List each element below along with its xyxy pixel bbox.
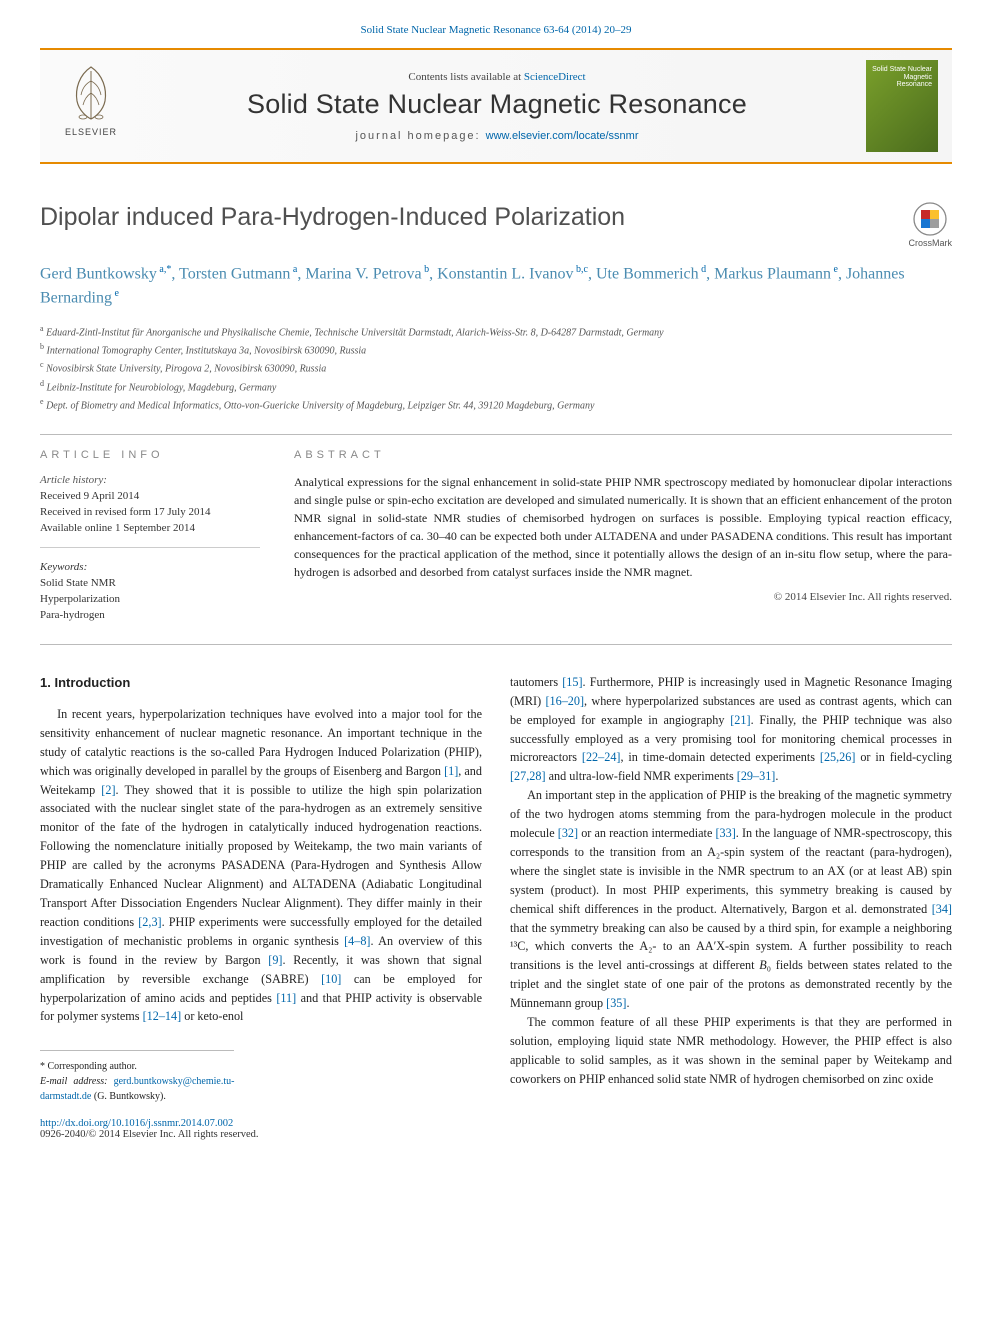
homepage-label: journal homepage: bbox=[355, 130, 485, 142]
separator-2 bbox=[40, 644, 952, 645]
keywords-label: Keywords: bbox=[40, 560, 260, 576]
online-date: Available online 1 September 2014 bbox=[40, 521, 260, 537]
corr-author-label: * Corresponding author. bbox=[40, 1059, 234, 1074]
article-title: Dipolar induced Para-Hydrogen-Induced Po… bbox=[40, 202, 892, 232]
sciencedirect-link[interactable]: ScienceDirect bbox=[524, 71, 586, 83]
elsevier-logo-text: ELSEVIER bbox=[65, 127, 117, 137]
body-para-3: An important step in the application of … bbox=[510, 786, 952, 1013]
affiliation-line: c Novosibirsk State University, Pirogova… bbox=[40, 359, 952, 377]
journal-name: Solid State Nuclear Magnetic Resonance bbox=[142, 89, 852, 120]
body-para-1: In recent years, hyperpolarization techn… bbox=[40, 705, 482, 1026]
elsevier-logo: ELSEVIER bbox=[54, 61, 128, 151]
crossmark-icon bbox=[913, 202, 947, 236]
elsevier-tree-icon bbox=[59, 61, 123, 125]
article-info-heading: ARTICLE INFO bbox=[40, 449, 260, 461]
body-col-right: tautomers [15]. Furthermore, PHIP is inc… bbox=[510, 673, 952, 1105]
keyword-2: Hyperpolarization bbox=[40, 592, 260, 608]
affiliations: a Eduard-Zintl-Institut für Anorganische… bbox=[40, 323, 952, 415]
availability-line: Contents lists available at ScienceDirec… bbox=[142, 71, 852, 83]
revised-date: Received in revised form 17 July 2014 bbox=[40, 505, 260, 521]
abstract-text: Analytical expressions for the signal en… bbox=[294, 473, 952, 581]
keyword-1: Solid State NMR bbox=[40, 576, 260, 592]
section-heading-intro: 1. Introduction bbox=[40, 673, 482, 693]
crossmark-badge[interactable]: CrossMark bbox=[908, 202, 952, 248]
doi-line: http://dx.doi.org/10.1016/j.ssnmr.2014.0… bbox=[40, 1118, 952, 1129]
affiliation-line: d Leibniz-Institute for Neurobiology, Ma… bbox=[40, 378, 952, 396]
authors-line: Gerd Buntkowsky a,*, Torsten Gutmann a, … bbox=[40, 262, 952, 311]
body-columns: 1. Introduction In recent years, hyperpo… bbox=[40, 673, 952, 1105]
availability-prefix: Contents lists available at bbox=[408, 71, 523, 83]
body-para-4: The common feature of all these PHIP exp… bbox=[510, 1013, 952, 1089]
corresponding-footnote: * Corresponding author. E-mail address: … bbox=[40, 1050, 234, 1104]
homepage-line: journal homepage: www.elsevier.com/locat… bbox=[142, 130, 852, 142]
received-date: Received 9 April 2014 bbox=[40, 489, 260, 505]
cover-text: Solid State Nuclear Magnetic Resonance bbox=[872, 66, 932, 89]
breadcrumb: Solid State Nuclear Magnetic Resonance 6… bbox=[40, 24, 952, 36]
info-separator bbox=[40, 547, 260, 548]
issn-copyright-line: 0926-2040/© 2014 Elsevier Inc. All right… bbox=[40, 1129, 952, 1140]
affiliation-line: e Dept. of Biometry and Medical Informat… bbox=[40, 396, 952, 414]
article-info-column: ARTICLE INFO Article history: Received 9… bbox=[40, 449, 260, 624]
breadcrumb-link[interactable]: Solid State Nuclear Magnetic Resonance 6… bbox=[361, 24, 632, 36]
abstract-copyright: © 2014 Elsevier Inc. All rights reserved… bbox=[294, 591, 952, 603]
crossmark-label: CrossMark bbox=[908, 238, 952, 248]
abstract-heading: ABSTRACT bbox=[294, 449, 952, 461]
affiliation-line: a Eduard-Zintl-Institut für Anorganische… bbox=[40, 323, 952, 341]
body-col-left: 1. Introduction In recent years, hyperpo… bbox=[40, 673, 482, 1105]
history-label: Article history: bbox=[40, 473, 260, 489]
email-label: E-mail address: bbox=[40, 1076, 114, 1087]
journal-masthead: ELSEVIER Contents lists available at Sci… bbox=[40, 48, 952, 164]
abstract-column: ABSTRACT Analytical expressions for the … bbox=[294, 449, 952, 624]
doi-link[interactable]: http://dx.doi.org/10.1016/j.ssnmr.2014.0… bbox=[40, 1118, 233, 1129]
separator bbox=[40, 434, 952, 435]
homepage-link[interactable]: www.elsevier.com/locate/ssnmr bbox=[486, 130, 639, 142]
affiliation-line: b International Tomography Center, Insti… bbox=[40, 341, 952, 359]
keyword-3: Para-hydrogen bbox=[40, 608, 260, 624]
corr-email-paren: (G. Buntkowsky). bbox=[91, 1091, 165, 1102]
body-para-2: tautomers [15]. Furthermore, PHIP is inc… bbox=[510, 673, 952, 786]
journal-cover-thumb: Solid State Nuclear Magnetic Resonance bbox=[866, 60, 938, 152]
